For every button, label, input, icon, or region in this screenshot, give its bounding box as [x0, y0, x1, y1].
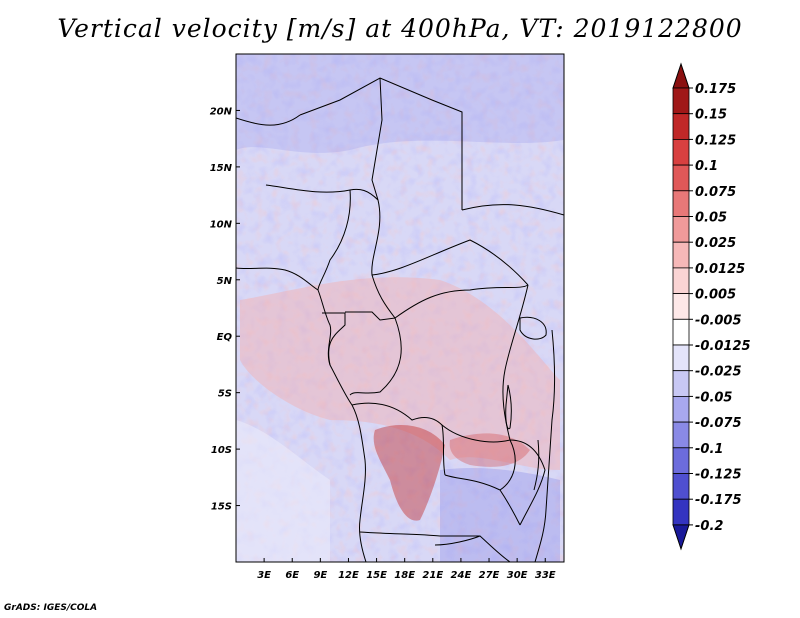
colorbar-segment: [672, 421, 690, 449]
descent-region-north: [236, 54, 564, 153]
map-frame: [235, 53, 565, 563]
lat-tick-label: EQ: [217, 332, 233, 343]
algeria-niger-border: [236, 114, 301, 126]
nigeria-cameroon-border: [317, 189, 351, 291]
colorbar-label: 0.0125: [695, 262, 745, 277]
libya-chad-border: [299, 77, 463, 210]
angola-namibia-border: [359, 531, 480, 537]
colorbar-segment: [672, 216, 690, 243]
colorbar-label: -0.175: [695, 493, 742, 508]
vertical-velocity-field: [236, 54, 564, 562]
colorbar-label: 0.05: [695, 211, 727, 226]
chad-car-border: [371, 199, 529, 286]
lat-tick-label: 15N: [210, 163, 233, 174]
lon-tick-label: 24E: [451, 570, 472, 581]
congo-drc-border: [345, 311, 402, 396]
lake-malawi: [533, 439, 540, 491]
colorbar-label: -0.0125: [695, 339, 751, 354]
axis-ticks: 3E 6E 9E 12E 15E 18E 21E 24E 27E 30E 33E 20N 15N 10N 5…: [210, 106, 556, 581]
colorbar-segment: [672, 267, 690, 294]
descent-region-west: [236, 420, 330, 562]
colorbar-top-arrow: [672, 62, 690, 89]
colorbar: 0.175 0.15 0.125 0.1 0.075 0.05 0.025 0.0125 0.0…: [672, 62, 751, 551]
colorbar-segment: [672, 395, 690, 423]
lon-tick-label: 15E: [366, 570, 387, 581]
colorbar-segment: [672, 190, 690, 217]
lon-tick-label: 30E: [507, 570, 528, 581]
colorbar-segment: [672, 498, 690, 526]
colorbar-label: 0.025: [695, 236, 736, 251]
lon-tick-label: 6E: [285, 570, 299, 581]
colorbar-label: -0.005: [695, 313, 742, 328]
ascent-region-congo-angola: [240, 277, 560, 470]
east-coast-line: [534, 329, 556, 562]
country-borders: [236, 77, 564, 562]
lon-tick-label: 21E: [422, 570, 443, 581]
botswana-border: [434, 535, 511, 562]
lat-tick-label: 5N: [217, 276, 233, 287]
lake-tanganyika: [505, 384, 512, 430]
colorbar-label: 0.1: [695, 159, 718, 174]
colorbar-label: -0.05: [695, 390, 732, 405]
colorbar-segment: [672, 87, 690, 115]
map-title: Vertical velocity [m/s] at 400hPa, VT: 2…: [57, 14, 743, 43]
strong-ascent-zambia: [449, 433, 530, 467]
car-drc-border: [371, 274, 529, 319]
lat-tick-label: 10N: [210, 219, 233, 230]
colorbar-label: 0.15: [695, 108, 727, 123]
lon-tick-label: 12E: [338, 570, 359, 581]
lon-tick-label: 9E: [313, 570, 327, 581]
lon-tick-label: 33E: [535, 570, 556, 581]
colorbar-segment: [672, 164, 690, 192]
colorbar-label: -0.025: [695, 365, 742, 380]
colorbar-label: 0.075: [695, 185, 736, 200]
colorbar-segment: [672, 473, 690, 500]
colorbar-segment: [672, 138, 690, 166]
colorbar-segment: [672, 318, 690, 346]
colorbar-segment: [672, 293, 690, 320]
colorbar-label: 0.125: [695, 133, 736, 148]
colorbar-label: -0.2: [695, 519, 723, 534]
colorbar-label: 0.175: [695, 82, 736, 97]
mozambique-border: [509, 439, 546, 526]
drc-zambia-border: [441, 424, 516, 491]
colorbar-segment: [672, 113, 690, 140]
colorbar-label: 0.005: [695, 288, 736, 303]
lat-tick-label: 5S: [218, 389, 232, 400]
gabon-congo-border: [322, 312, 346, 366]
colorbar-bottom-arrow: [672, 524, 690, 551]
lake-victoria: [519, 316, 547, 340]
drc-angola-border: [351, 402, 446, 476]
colorbar-label: -0.125: [695, 468, 742, 483]
descent-region-south: [440, 468, 560, 562]
zambia-zimbabwe-border: [444, 474, 521, 526]
niger-chad-border: [371, 77, 383, 201]
colorbar-segment: [672, 241, 690, 269]
colorbar-segment: [672, 344, 690, 372]
lon-tick-label: 27E: [479, 570, 500, 581]
lat-tick-label: 20N: [210, 106, 233, 117]
strong-ascent-angola: [373, 425, 445, 521]
colorbar-label: -0.075: [695, 416, 742, 431]
colorbar-segment: [672, 370, 690, 397]
lon-tick-label: 18E: [394, 570, 415, 581]
lon-tick-label: 3E: [257, 570, 271, 581]
grads-credit: GrADS: IGES/COLA: [4, 603, 98, 613]
colorbar-label: -0.1: [695, 442, 723, 457]
lat-tick-label: 15S: [211, 502, 232, 513]
sudan-border: [461, 204, 564, 216]
colorbar-segment: [672, 447, 690, 474]
lat-tick-label: 10S: [211, 445, 232, 456]
